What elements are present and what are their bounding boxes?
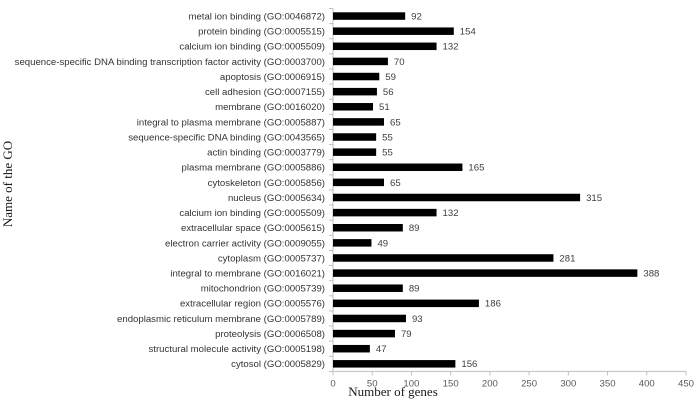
data-label: 92: [411, 11, 422, 22]
data-label: 89: [409, 223, 420, 234]
category-label: endoplasmic reticulum membrane (GO:00057…: [117, 314, 325, 325]
data-label: 89: [409, 284, 420, 295]
data-label: 186: [485, 299, 501, 310]
data-label: 79: [401, 329, 412, 340]
bar: [333, 178, 384, 187]
category-label: mitochondrion (GO:0005739): [201, 284, 325, 295]
x-tick-label: 450: [678, 378, 694, 389]
category-label: proteolysis (GO:0006508): [215, 329, 325, 340]
data-label: 56: [383, 87, 394, 98]
category-label: calcium ion binding (GO:0005509): [179, 42, 325, 53]
category-label: apoptosis (GO:0006915): [220, 72, 325, 83]
bar: [333, 193, 581, 202]
category-label: cytoplasm (GO:0005737): [218, 253, 325, 264]
bar: [333, 360, 456, 368]
data-label: 93: [412, 314, 423, 325]
category-label: actin binding (GO:0003779): [207, 148, 325, 159]
data-label: 315: [586, 193, 602, 204]
data-label: 55: [382, 148, 393, 159]
bar: [333, 118, 384, 126]
bar: [333, 103, 374, 111]
data-label: 59: [385, 72, 396, 83]
category-label: extracellular region (GO:0005576): [180, 299, 325, 310]
data-label: 70: [394, 57, 405, 68]
bar: [333, 314, 406, 323]
category-label: extracellular space (GO:0005615): [181, 223, 325, 234]
plot-area: metal ion binding (GO:0046872) 92 protein …: [15, 8, 694, 389]
x-tick-label: 200: [482, 378, 498, 389]
data-label: 156: [461, 359, 477, 370]
bar: [333, 254, 554, 262]
bar: [333, 223, 403, 232]
category-label: plasma membrane (GO:0005886): [182, 163, 325, 174]
bar: [333, 57, 388, 66]
data-label: 47: [376, 344, 387, 355]
x-tick-label: 50: [367, 378, 378, 389]
category-label: calcium ion binding (GO:0005509): [179, 208, 325, 219]
category-label: membrane (GO:0016020): [215, 102, 325, 113]
category-label: cytoskeleton (GO:0005856): [208, 178, 325, 189]
data-label: 132: [443, 208, 459, 219]
data-label: 388: [643, 269, 659, 280]
x-tick-label: 250: [521, 378, 537, 389]
data-label: 65: [390, 117, 401, 128]
bar: [333, 27, 454, 35]
bar: [333, 269, 638, 277]
bar: [333, 148, 377, 156]
bar: [333, 299, 479, 308]
category-label: cell adhesion (GO:0007155): [205, 87, 325, 98]
data-label: 281: [559, 253, 575, 264]
category-label: structural molecule activity (GO:0005198…: [149, 344, 326, 355]
bar: [333, 344, 370, 353]
bar: [333, 239, 372, 247]
x-tick-label: 400: [639, 378, 655, 389]
category-label: protein binding (GO:0005515): [198, 27, 325, 38]
bar: [333, 42, 437, 51]
bar: [333, 163, 463, 172]
data-label: 154: [460, 27, 477, 38]
x-tick-label: 100: [403, 378, 419, 389]
category-label: cytosol (GO:0005829): [231, 359, 325, 370]
bar: [333, 87, 377, 96]
data-label: 55: [382, 132, 393, 143]
x-tick-label: 150: [443, 378, 459, 389]
category-label: sequence-specific DNA binding (GO:004356…: [128, 132, 325, 143]
x-tick-label: 300: [560, 378, 576, 389]
data-label: 65: [390, 178, 401, 189]
bar: [333, 329, 395, 338]
category-label: sequence-specific DNA binding transcript…: [15, 57, 325, 68]
bar: [333, 12, 406, 20]
category-label: integral to membrane (GO:0016021): [170, 269, 325, 280]
bar: [333, 133, 377, 141]
x-axis-title: Number of genes: [348, 384, 438, 399]
category-label: electron carrier activity (GO:0009055): [165, 238, 325, 249]
data-label: 49: [377, 238, 388, 249]
x-tick-label: 0: [330, 378, 335, 389]
data-label: 51: [379, 102, 390, 113]
data-label: 165: [468, 163, 484, 174]
y-axis-title: Name of the GO: [0, 141, 15, 227]
category-label: integral to plasma membrane (GO:0005887): [137, 117, 325, 128]
bar: [333, 208, 437, 217]
x-tick-label: 350: [600, 378, 616, 389]
category-label: metal ion binding (GO:0046872): [188, 11, 325, 22]
bar: [333, 284, 403, 292]
bar: [333, 72, 380, 81]
data-label: 132: [443, 42, 459, 53]
category-label: nucleus (GO:0005634): [228, 193, 325, 204]
